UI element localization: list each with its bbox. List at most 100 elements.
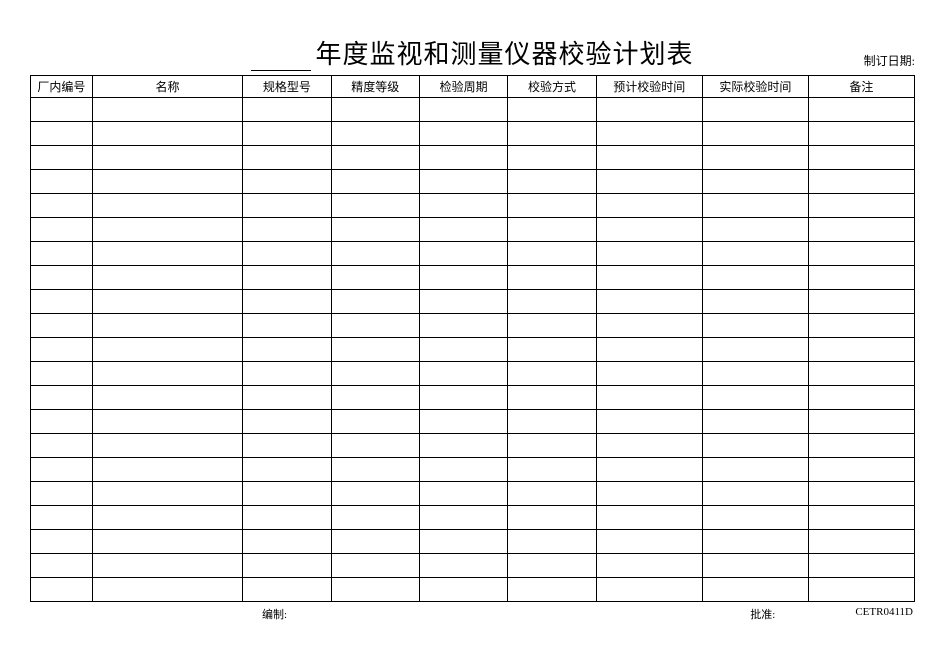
table-cell: [31, 338, 93, 362]
table-cell: [419, 122, 507, 146]
table-cell: [808, 98, 914, 122]
table-cell: [419, 170, 507, 194]
table-header-cell: 预计校验时间: [596, 76, 702, 98]
table-cell: [419, 242, 507, 266]
table-cell: [508, 578, 596, 602]
table-cell: [243, 242, 331, 266]
table-cell: [808, 578, 914, 602]
table-cell: [702, 434, 808, 458]
page-title: 年度监视和测量仪器校验计划表: [315, 34, 693, 71]
table-cell: [419, 314, 507, 338]
table-cell: [596, 458, 702, 482]
table-cell: [419, 362, 507, 386]
table-cell: [331, 338, 419, 362]
table-cell: [243, 362, 331, 386]
table-cell: [808, 410, 914, 434]
table-cell: [243, 122, 331, 146]
table-cell: [702, 122, 808, 146]
table-cell: [331, 290, 419, 314]
table-cell: [243, 146, 331, 170]
table-cell: [92, 218, 242, 242]
table-cell: [419, 218, 507, 242]
table-cell: [808, 362, 914, 386]
table-cell: [508, 98, 596, 122]
table-cell: [508, 530, 596, 554]
table-cell: [508, 314, 596, 338]
table-cell: [92, 578, 242, 602]
table-cell: [419, 386, 507, 410]
table-cell: [331, 170, 419, 194]
table-cell: [702, 530, 808, 554]
table-cell: [702, 98, 808, 122]
table-cell: [419, 482, 507, 506]
table-cell: [243, 506, 331, 530]
table-cell: [243, 434, 331, 458]
table-cell: [243, 266, 331, 290]
table-row: [31, 146, 915, 170]
table-cell: [508, 122, 596, 146]
table-cell: [596, 434, 702, 458]
table-cell: [92, 266, 242, 290]
table-row: [31, 218, 915, 242]
title-row: 年度监视和测量仪器校验计划表 制订日期:: [30, 35, 915, 71]
table-cell: [31, 98, 93, 122]
table-cell: [31, 362, 93, 386]
table-cell: [331, 578, 419, 602]
table-cell: [508, 434, 596, 458]
table-cell: [508, 482, 596, 506]
table-cell: [808, 482, 914, 506]
table-cell: [508, 458, 596, 482]
table-row: [31, 362, 915, 386]
table-cell: [596, 410, 702, 434]
table-cell: [808, 170, 914, 194]
table-cell: [92, 314, 242, 338]
table-cell: [92, 194, 242, 218]
table-cell: [596, 242, 702, 266]
table-cell: [331, 434, 419, 458]
table-cell: [702, 146, 808, 170]
table-cell: [508, 242, 596, 266]
table-cell: [596, 314, 702, 338]
table-cell: [808, 506, 914, 530]
table-cell: [508, 554, 596, 578]
table-cell: [331, 482, 419, 506]
table-cell: [92, 98, 242, 122]
table-cell: [243, 578, 331, 602]
table-cell: [31, 170, 93, 194]
title-year-blank: [251, 47, 311, 71]
table-cell: [31, 530, 93, 554]
table-cell: [92, 170, 242, 194]
table-cell: [243, 218, 331, 242]
table-cell: [419, 290, 507, 314]
table-cell: [808, 146, 914, 170]
table-cell: [596, 146, 702, 170]
calibration-plan-table: 厂内编号名称规格型号精度等级检验周期校验方式预计校验时间实际校验时间备注: [30, 75, 915, 602]
table-cell: [596, 338, 702, 362]
table-cell: [596, 122, 702, 146]
table-cell: [808, 194, 914, 218]
table-cell: [419, 530, 507, 554]
table-cell: [331, 194, 419, 218]
table-cell: [92, 386, 242, 410]
table-cell: [808, 266, 914, 290]
table-row: [31, 578, 915, 602]
table-row: [31, 338, 915, 362]
table-cell: [243, 482, 331, 506]
table-cell: [702, 458, 808, 482]
table-cell: [243, 290, 331, 314]
table-cell: [92, 146, 242, 170]
table-cell: [331, 122, 419, 146]
table-cell: [596, 362, 702, 386]
table-cell: [331, 362, 419, 386]
table-cell: [92, 482, 242, 506]
table-cell: [419, 266, 507, 290]
table-cell: [596, 290, 702, 314]
table-cell: [702, 338, 808, 362]
table-cell: [508, 194, 596, 218]
table-cell: [702, 266, 808, 290]
table-header-cell: 规格型号: [243, 76, 331, 98]
table-cell: [331, 242, 419, 266]
table-cell: [331, 146, 419, 170]
table-header-cell: 实际校验时间: [702, 76, 808, 98]
table-cell: [331, 554, 419, 578]
